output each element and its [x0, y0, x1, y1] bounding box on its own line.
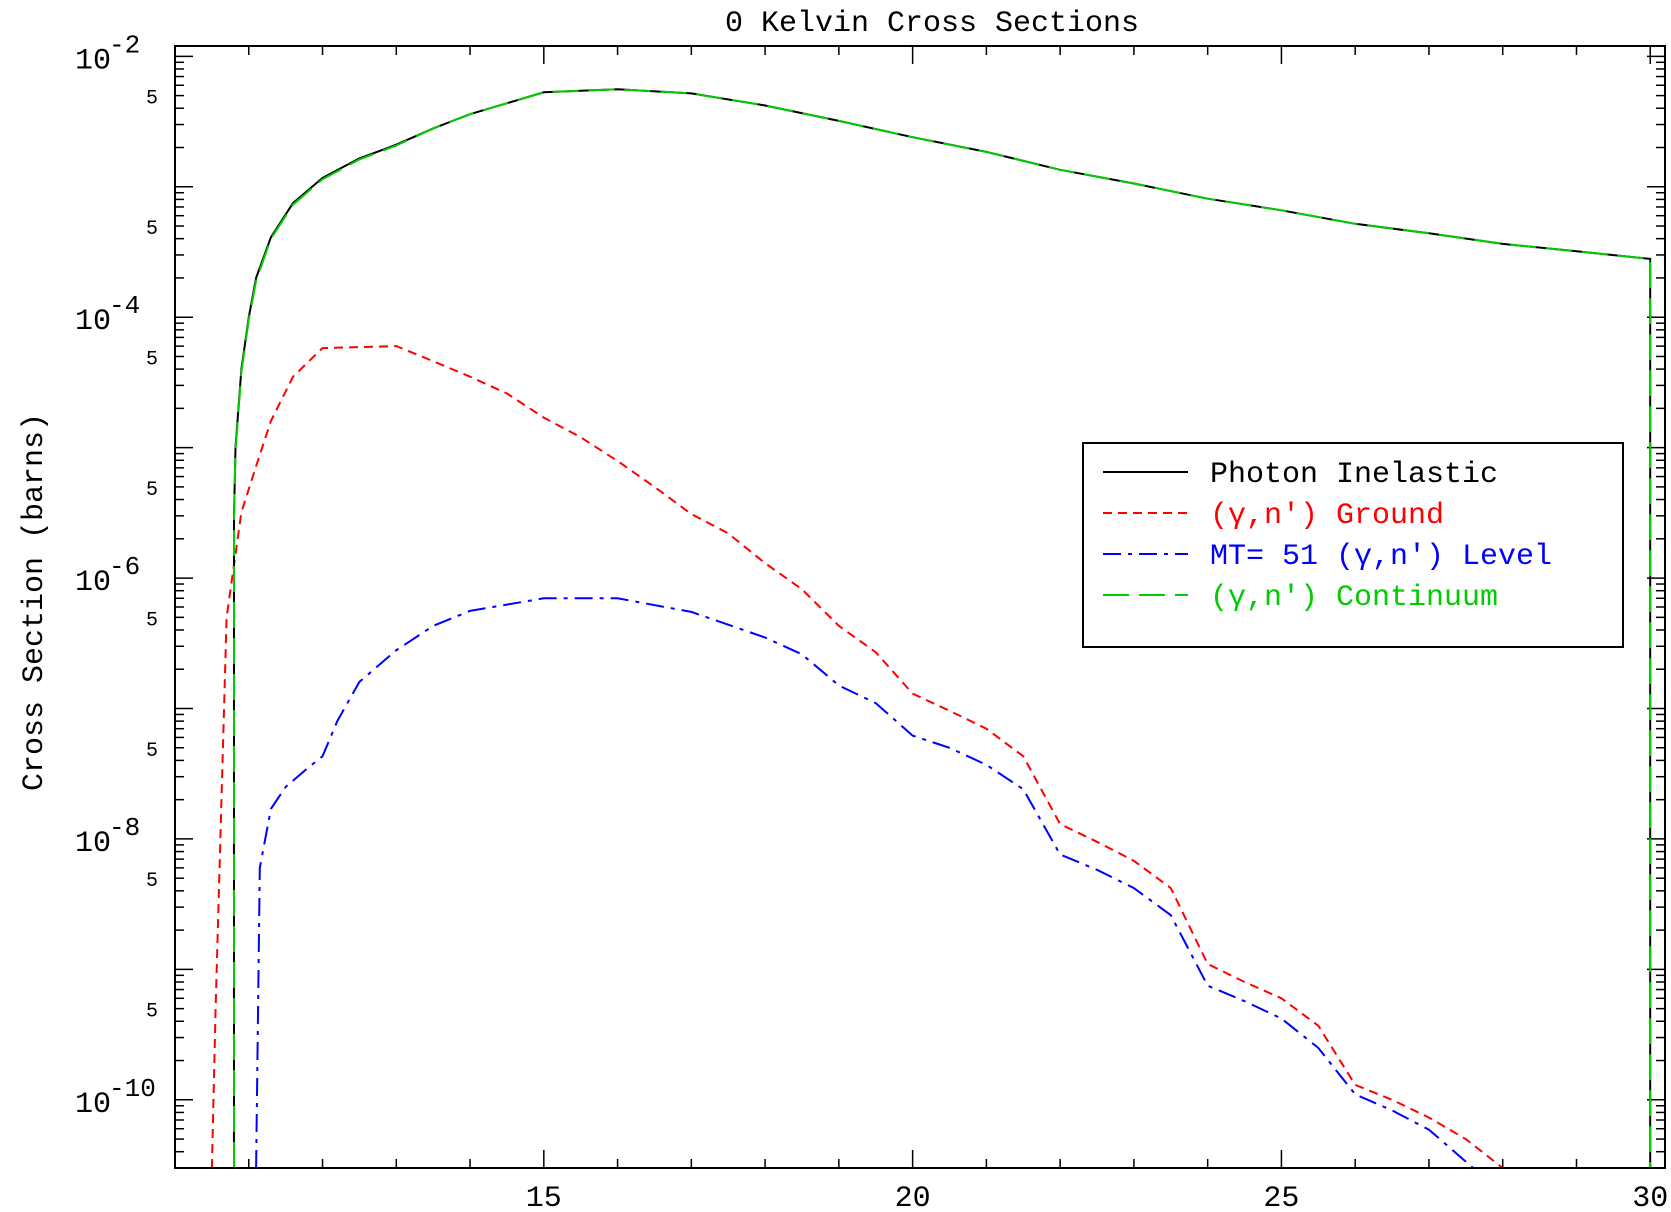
x-tick-label: 20 [895, 1182, 931, 1212]
y-tick-base: 10 [75, 305, 111, 339]
series-line-3 [255, 597, 1474, 1169]
x-tick-label: 15 [526, 1182, 562, 1212]
y-tick-base: 10 [75, 44, 111, 78]
legend-box [1082, 442, 1624, 648]
y-tick-exponent: -10 [109, 1074, 156, 1104]
y-minor-tick-label: 5 [146, 1001, 158, 1024]
y-tick-exponent: -2 [109, 30, 140, 60]
plot-frame [174, 45, 1666, 1169]
y-minor-tick-label: 5 [146, 870, 158, 893]
y-minor-tick-label: 5 [146, 609, 158, 632]
y-tick-exponent: -8 [109, 813, 140, 843]
chart-title: 0 Kelvin Cross Sections [725, 7, 1139, 41]
y-tick-base: 10 [75, 827, 111, 861]
y-minor-tick-label: 5 [146, 88, 158, 111]
series-line-4 [233, 88, 1652, 1168]
y-minor-tick-label: 5 [146, 479, 158, 502]
legend-label: MT= 51 (γ,n′) Level [1210, 540, 1552, 574]
y-tick-label: 10-10 [75, 1074, 156, 1122]
y-minor-tick-label: 5 [146, 218, 158, 241]
y-tick-label: 10-8 [75, 813, 140, 861]
legend-label: (γ,n′) Ground [1210, 499, 1444, 533]
series-lines [210, 88, 1652, 1169]
legend-label: Photon Inelastic [1210, 458, 1498, 492]
y-tick-label: 10-2 [75, 30, 140, 78]
y-tick-label: 10-4 [75, 291, 140, 339]
x-tick-label: 25 [1263, 1182, 1299, 1212]
y-tick-base: 10 [75, 1088, 111, 1122]
y-minor-tick-label: 5 [146, 740, 158, 763]
x-tick-label: 30 [1632, 1182, 1668, 1212]
legend: Photon Inelastic (γ,n′) Ground MT= 51 (γ,n… [1082, 442, 1624, 648]
y-axis-label: Cross Section (barns) [18, 413, 52, 791]
y-tick-base: 10 [75, 566, 111, 600]
series-line-2 [210, 345, 1504, 1169]
y-tick-label: 10-6 [75, 552, 140, 600]
y-tick-exponent: -4 [109, 291, 140, 321]
y-tick-exponent: -6 [109, 552, 140, 582]
legend-label: (γ,n′) Continuum [1210, 581, 1498, 615]
y-minor-tick-label: 5 [146, 348, 158, 371]
